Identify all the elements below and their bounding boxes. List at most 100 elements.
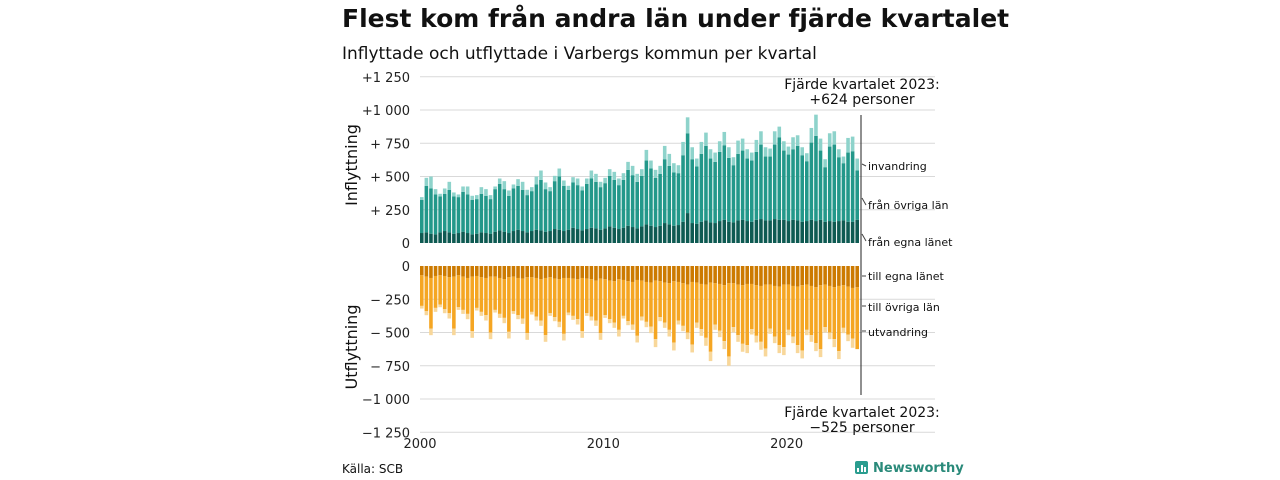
bar-inflow-immigration bbox=[635, 173, 639, 182]
bar-inflow-other bbox=[846, 152, 850, 222]
brand-icon bbox=[855, 461, 868, 474]
bar-outflow-emigration bbox=[612, 322, 617, 328]
bar-inflow-immigration bbox=[640, 169, 644, 176]
bar-inflow-other bbox=[745, 158, 749, 222]
bar-inflow-immigration bbox=[493, 186, 497, 190]
bar-inflow-other bbox=[580, 190, 584, 231]
bar-inflow-immigration bbox=[809, 127, 814, 143]
bar-outflow-emigration bbox=[754, 335, 759, 343]
y-tick-label: + 500 bbox=[370, 171, 410, 186]
bar-outflow-local bbox=[548, 266, 552, 278]
bar-inflow-other bbox=[676, 173, 681, 226]
bar-inflow-other bbox=[782, 150, 786, 220]
y-axis-label-inflow: Inflyttning bbox=[342, 124, 361, 206]
bar-outflow-other bbox=[617, 279, 621, 330]
bar-inflow-local bbox=[534, 229, 539, 243]
bar-outflow-local bbox=[525, 266, 529, 278]
bar-outflow-other bbox=[607, 280, 612, 320]
bar-outflow-emigration bbox=[534, 316, 539, 321]
bar-inflow-local bbox=[607, 226, 612, 243]
bar-inflow-immigration bbox=[800, 147, 804, 156]
bar-inflow-immigration bbox=[488, 195, 493, 200]
bar-outflow-emigration bbox=[530, 311, 534, 315]
bar-inflow-other bbox=[598, 187, 603, 230]
y-tick-label: +1 250 bbox=[362, 71, 410, 86]
bar-inflow-other bbox=[456, 197, 461, 234]
bar-outflow-local bbox=[717, 266, 722, 284]
bar-inflow-local bbox=[429, 233, 433, 243]
bar-outflow-local bbox=[690, 266, 694, 282]
bar-inflow-other bbox=[763, 156, 768, 221]
bar-outflow-local bbox=[626, 266, 630, 282]
bar-outflow-emigration bbox=[594, 320, 598, 326]
bar-inflow-immigration bbox=[759, 131, 763, 145]
bar-outflow-emigration bbox=[644, 321, 649, 328]
bar-outflow-local bbox=[461, 266, 465, 277]
label-leader-line bbox=[861, 233, 867, 242]
bar-outflow-local bbox=[420, 266, 424, 276]
bar-outflow-other bbox=[493, 276, 497, 310]
bar-inflow-other bbox=[617, 185, 621, 230]
bar-outflow-other bbox=[772, 285, 777, 337]
bar-outflow-other bbox=[516, 277, 520, 316]
bar-outflow-other bbox=[525, 277, 529, 334]
bar-inflow-other bbox=[750, 160, 754, 222]
bar-inflow-immigration bbox=[598, 181, 603, 188]
series-label-other-out: till övriga län bbox=[868, 301, 940, 314]
bar-outflow-emigration bbox=[699, 329, 704, 336]
bar-outflow-emigration bbox=[557, 321, 562, 328]
bar-outflow-emigration bbox=[662, 322, 667, 328]
bar-inflow-local bbox=[530, 231, 534, 243]
bar-inflow-local bbox=[539, 230, 543, 243]
bar-outflow-emigration bbox=[598, 333, 603, 340]
bar-outflow-other bbox=[488, 276, 493, 333]
bar-inflow-other bbox=[562, 185, 566, 232]
bar-outflow-local bbox=[809, 266, 814, 286]
bar-inflow-local bbox=[736, 220, 740, 243]
bar-outflow-emigration bbox=[658, 317, 662, 322]
bar-inflow-local bbox=[727, 221, 731, 243]
bar-inflow-local bbox=[832, 221, 837, 243]
bar-inflow-local bbox=[557, 229, 562, 243]
bar-outflow-other bbox=[475, 275, 479, 308]
y-tick-label: − 250 bbox=[370, 293, 410, 308]
bar-inflow-local bbox=[750, 221, 754, 243]
bar-inflow-immigration bbox=[452, 192, 456, 197]
bar-outflow-local bbox=[850, 266, 855, 288]
bar-outflow-local bbox=[447, 266, 452, 278]
x-tick-label: 2020 bbox=[770, 437, 803, 452]
bar-outflow-local bbox=[662, 266, 667, 283]
bar-outflow-other bbox=[708, 282, 713, 352]
bar-outflow-emigration bbox=[516, 315, 520, 320]
bar-outflow-local bbox=[617, 266, 621, 280]
bar-inflow-local bbox=[552, 229, 557, 243]
bar-outflow-other bbox=[740, 285, 745, 344]
bar-inflow-other bbox=[717, 151, 722, 222]
chart-title: Flest kom från andra län under fjärde kv… bbox=[342, 4, 1010, 33]
bar-inflow-other bbox=[791, 149, 795, 220]
bar-outflow-other bbox=[557, 279, 562, 322]
bar-outflow-other bbox=[699, 283, 704, 330]
bar-outflow-other bbox=[433, 275, 438, 308]
bar-inflow-local bbox=[823, 221, 827, 243]
bar-inflow-other bbox=[814, 135, 818, 222]
bar-inflow-immigration bbox=[456, 194, 461, 198]
bar-outflow-other bbox=[429, 277, 433, 329]
bar-outflow-local bbox=[585, 266, 589, 279]
bar-inflow-other bbox=[525, 195, 529, 233]
y-tick-label: 0 bbox=[402, 237, 410, 252]
bar-outflow-other bbox=[520, 278, 525, 319]
bar-inflow-local bbox=[566, 229, 571, 243]
bar-inflow-immigration bbox=[617, 178, 621, 186]
bar-outflow-other bbox=[626, 281, 630, 322]
bar-inflow-local bbox=[644, 224, 649, 243]
bar-inflow-other bbox=[786, 154, 791, 222]
bar-outflow-emigration bbox=[676, 320, 681, 325]
bar-inflow-immigration bbox=[754, 139, 759, 152]
bar-inflow-local bbox=[433, 234, 438, 243]
bar-outflow-local bbox=[470, 266, 474, 277]
bar-inflow-other bbox=[649, 168, 653, 226]
bar-outflow-local bbox=[465, 266, 470, 278]
bar-inflow-immigration bbox=[566, 185, 571, 190]
bar-outflow-emigration bbox=[727, 356, 731, 366]
